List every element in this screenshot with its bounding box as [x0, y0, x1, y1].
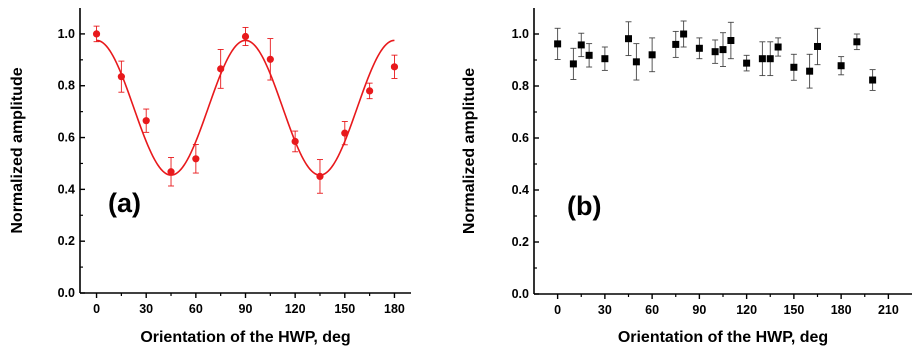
y-tick-label: 0.8 [512, 79, 529, 93]
panel-label: (a) [108, 188, 141, 218]
x-tick-label: 180 [384, 302, 405, 316]
x-tick-label: 30 [598, 303, 612, 317]
data-point [217, 65, 225, 73]
data-point [695, 44, 703, 52]
y-tick-label: 0.6 [512, 131, 529, 145]
data-point [743, 59, 751, 67]
x-tick-label: 0 [554, 303, 561, 317]
x-tick-label: 120 [736, 303, 757, 317]
y-tick-label: 0.8 [58, 79, 75, 93]
x-tick-label: 150 [783, 303, 804, 317]
data-point [711, 48, 719, 56]
y-tick-label: 0.0 [512, 287, 529, 301]
data-point [625, 35, 632, 43]
data-point [554, 40, 562, 48]
x-tick-label: 30 [139, 302, 153, 316]
x-tick-label: 60 [645, 303, 659, 317]
data-point [192, 155, 200, 163]
data-point [341, 129, 349, 137]
data-point [774, 43, 782, 51]
y-tick-label: 1.0 [58, 27, 75, 41]
x-tick-label: 180 [831, 303, 852, 317]
data-point [719, 46, 727, 54]
x-tick-label: 0 [93, 302, 100, 316]
data-point [869, 76, 877, 84]
data-point [142, 117, 150, 125]
x-tick-label: 120 [285, 302, 306, 316]
data-point [680, 30, 688, 38]
y-tick-label: 0.6 [58, 131, 75, 145]
data-point [790, 63, 798, 71]
data-point [853, 38, 861, 46]
data-point [266, 55, 274, 63]
x-tick-label: 90 [692, 303, 706, 317]
data-point [585, 51, 593, 59]
data-point [390, 63, 399, 71]
x-tick-label: 150 [334, 302, 355, 316]
data-point [569, 60, 577, 68]
data-point [727, 37, 735, 44]
data-point [648, 51, 656, 59]
x-axis-label: Orientation of the HWP, deg [618, 329, 828, 346]
data-point [814, 42, 821, 50]
y-axis-label: Normalized amplitude [9, 67, 26, 233]
fit-curve [96, 39, 395, 176]
y-tick-label: 0.2 [512, 235, 529, 249]
y-axis-label: Normalized amplitude [461, 68, 478, 234]
y-tick-label: 0.4 [58, 182, 75, 196]
data-point [117, 73, 125, 81]
x-tick-label: 90 [239, 302, 253, 316]
data-point [316, 172, 324, 181]
data-point [806, 67, 814, 75]
y-tick-label: 1.0 [512, 27, 529, 41]
data-point [632, 58, 640, 66]
x-tick-label: 60 [189, 302, 203, 316]
data-point [672, 40, 680, 48]
y-tick-label: 0.0 [58, 286, 75, 300]
data-point [167, 168, 175, 176]
data-point [601, 55, 609, 63]
data-point [766, 55, 774, 63]
data-point [837, 62, 845, 70]
data-point [291, 137, 299, 146]
data-point [241, 32, 250, 41]
x-axis-label: Orientation of the HWP, deg [140, 329, 350, 346]
panel-label: (b) [567, 191, 601, 221]
chart-panel-2: 0.0 0.2 0.4 0.6 0.8 1.0 0 30 60 90 120 150 180 210 Ori… [461, 8, 912, 346]
data-point [366, 87, 374, 95]
y-tick-label: 0.4 [512, 183, 529, 197]
data-point [92, 30, 101, 38]
data-point [758, 55, 766, 63]
y-tick-label: 0.2 [58, 234, 75, 248]
data-point [577, 41, 585, 49]
x-tick-label: 210 [878, 303, 899, 317]
chart-panel-1: 0.0 0.2 0.4 0.6 0.8 1.0 0 30 60 90 120 150 180 Orient… [9, 8, 411, 346]
